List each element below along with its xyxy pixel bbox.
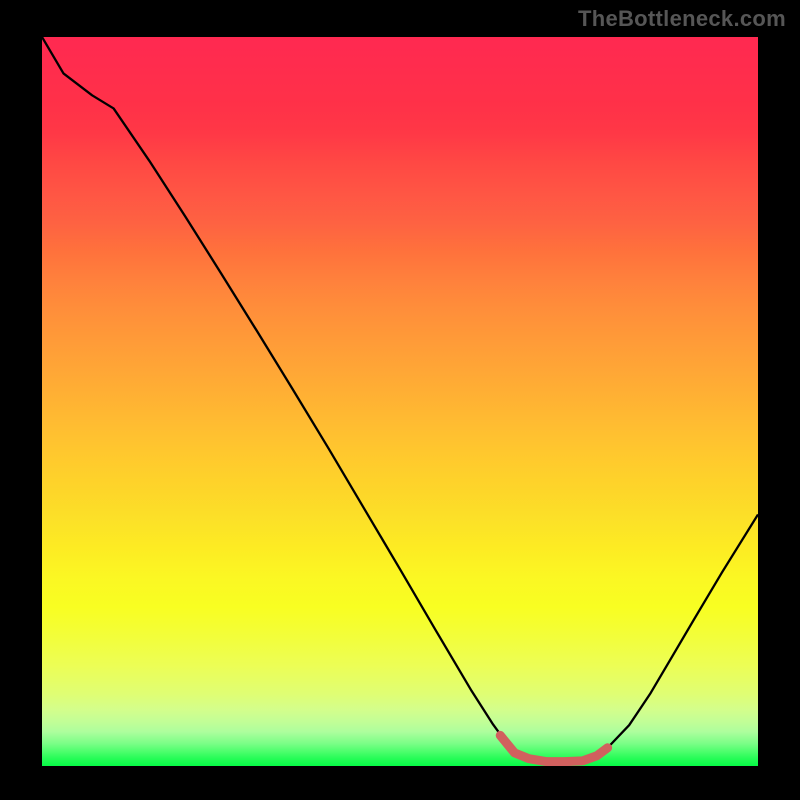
- gradient-background: [42, 37, 758, 766]
- attribution-label: TheBottleneck.com: [578, 6, 786, 32]
- bottleneck-chart: [42, 37, 758, 766]
- chart-frame: TheBottleneck.com: [0, 0, 800, 800]
